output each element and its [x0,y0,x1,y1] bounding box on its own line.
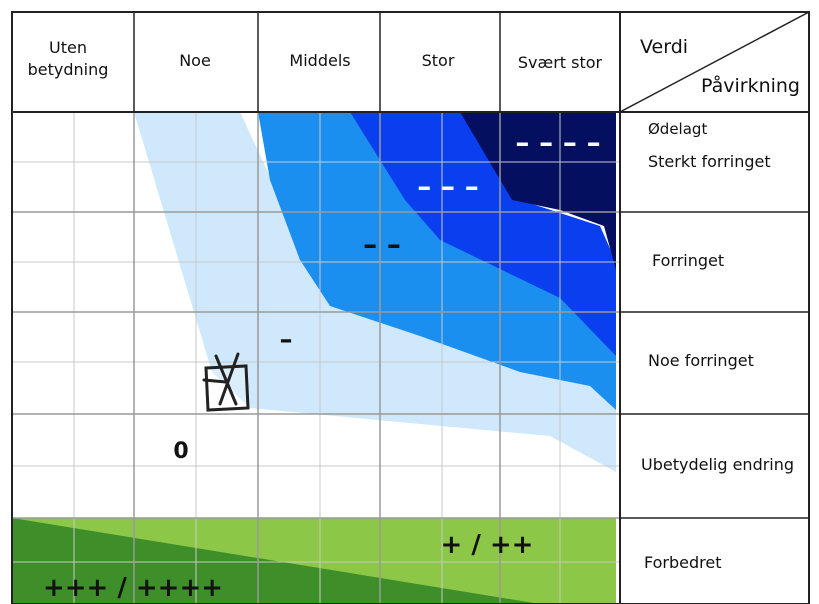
col-header-middels: Middels [289,51,350,70]
row-label-sterkt-forringet: Sterkt forringet [648,152,771,171]
symbol-small-negative: – [280,325,293,355]
zone-ubetydelig-light-blue [134,112,616,472]
row-label-forbedret: Forbedret [644,553,722,572]
symbol-insignificant: 0 [173,439,188,464]
symbol-very-large-negative: – – – – [515,126,600,159]
col-header-uten-line1: Uten [49,38,87,57]
checked-box-icon [202,352,250,412]
grid-lines [12,112,620,604]
col-header-uten-line2: betydning [28,60,109,79]
zone-noe-forringet-mid-blue [258,112,616,410]
symbol-large-negative: – – – [417,170,479,203]
zone-odelagt-navy [460,112,616,270]
row-label-odelagt: Ødelagt [648,120,707,138]
row-label-separators [620,211,809,519]
col-header-svaert-stor: Svært stor [518,53,603,72]
col-header-noe: Noe [179,51,211,70]
symbol-medium-negative: – – [363,228,401,261]
matrix-frame [11,11,810,604]
col-header-stor: Stor [422,51,455,70]
row-label-ubetydelig-endring: Ubetydelig endring [641,455,794,474]
symbol-positive: + / ++ [441,530,534,560]
corner-label-pavirkning: Påvirkning [701,74,800,97]
zone-forbedret-dark-green [12,518,540,604]
header-row [12,12,809,112]
corner-label-verdi: Verdi [640,36,688,58]
symbol-very-positive: +++ / ++++ [43,573,223,603]
row-label-forringet: Forringet [652,251,724,270]
row-label-panel [620,112,809,604]
row-label-noe-forringet: Noe forringet [648,351,754,370]
zone-forringet-blue [350,112,616,356]
major-grid-lines [12,12,620,604]
header-separators [133,11,810,113]
